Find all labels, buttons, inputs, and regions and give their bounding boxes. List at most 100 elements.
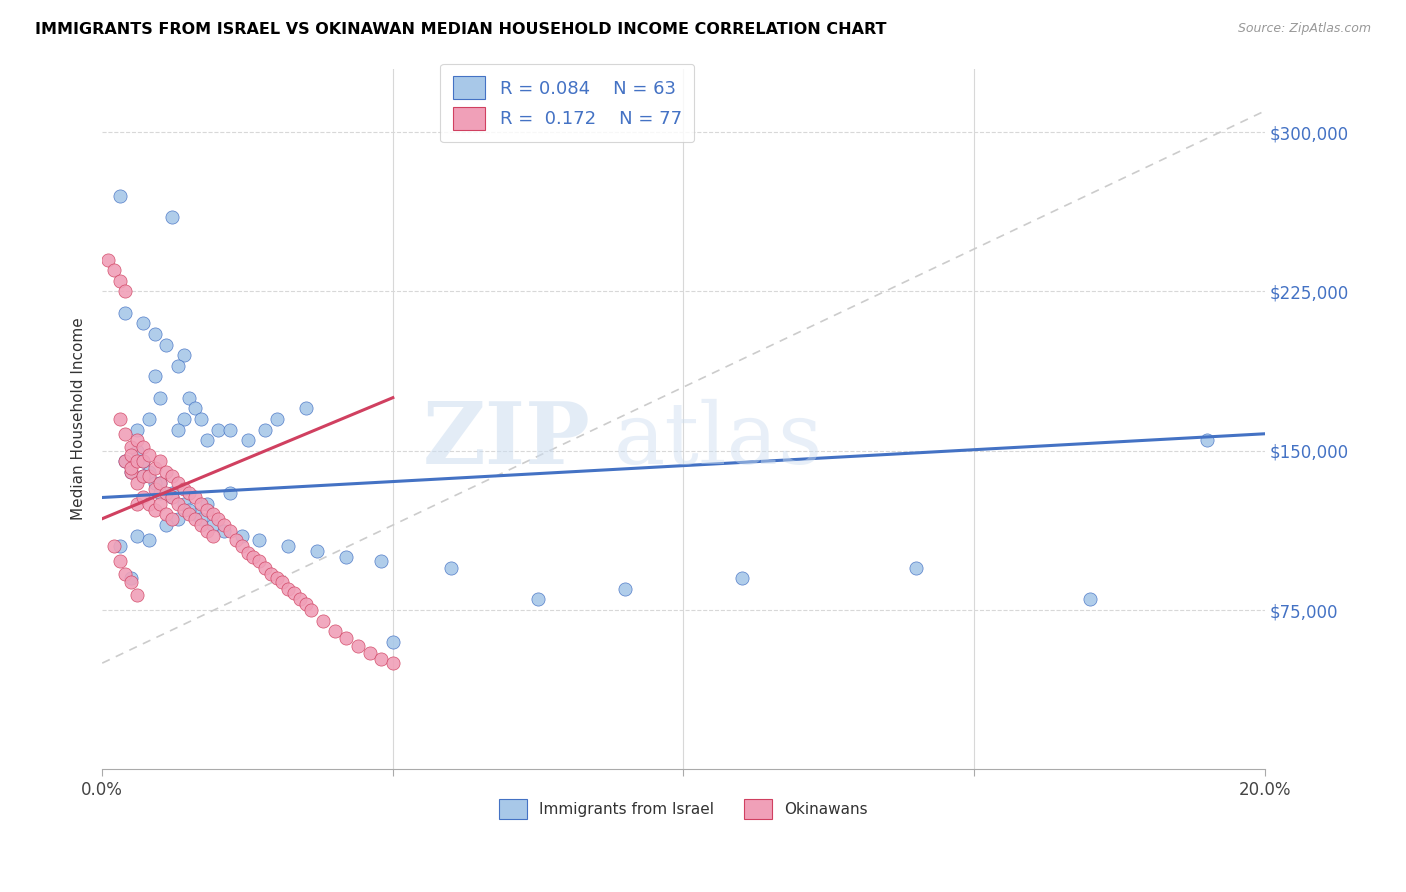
- Point: [143, 460, 166, 475]
- Point: [283, 586, 305, 600]
- Point: [149, 475, 172, 490]
- Point: [120, 571, 142, 585]
- Point: [201, 508, 224, 522]
- Point: [370, 554, 392, 568]
- Point: [120, 575, 142, 590]
- Point: [127, 433, 149, 447]
- Point: [201, 518, 224, 533]
- Point: [173, 412, 195, 426]
- Point: [184, 508, 207, 522]
- Point: [143, 482, 166, 496]
- Point: [155, 508, 177, 522]
- Text: Source: ZipAtlas.com: Source: ZipAtlas.com: [1237, 22, 1371, 36]
- Point: [266, 412, 288, 426]
- Point: [138, 465, 160, 479]
- Point: [359, 646, 381, 660]
- Point: [143, 475, 166, 490]
- Point: [166, 475, 188, 490]
- Point: [143, 503, 166, 517]
- Point: [173, 482, 195, 496]
- Point: [236, 433, 259, 447]
- Point: [155, 518, 177, 533]
- Point: [190, 497, 212, 511]
- Point: [132, 454, 155, 468]
- Point: [114, 454, 136, 468]
- Point: [160, 486, 183, 500]
- Point: [195, 524, 218, 539]
- Point: [225, 533, 247, 547]
- Point: [312, 614, 335, 628]
- Point: [207, 512, 229, 526]
- Point: [201, 529, 224, 543]
- Point: [195, 503, 218, 517]
- Point: [271, 575, 294, 590]
- Point: [247, 533, 270, 547]
- Point: [173, 497, 195, 511]
- Point: [195, 497, 218, 511]
- Point: [253, 560, 276, 574]
- Text: IMMIGRANTS FROM ISRAEL VS OKINAWAN MEDIAN HOUSEHOLD INCOME CORRELATION CHART: IMMIGRANTS FROM ISRAEL VS OKINAWAN MEDIA…: [35, 22, 887, 37]
- Point: [132, 469, 155, 483]
- Point: [149, 497, 172, 511]
- Point: [195, 433, 218, 447]
- Point: [160, 469, 183, 483]
- Point: [138, 448, 160, 462]
- Y-axis label: Median Household Income: Median Household Income: [72, 318, 86, 520]
- Point: [127, 443, 149, 458]
- Point: [242, 549, 264, 564]
- Point: [132, 317, 155, 331]
- Point: [149, 475, 172, 490]
- Point: [166, 423, 188, 437]
- Point: [155, 465, 177, 479]
- Point: [301, 603, 323, 617]
- Point: [138, 469, 160, 483]
- Point: [108, 274, 131, 288]
- Point: [179, 486, 201, 500]
- Point: [904, 560, 927, 574]
- Point: [247, 554, 270, 568]
- Point: [277, 582, 299, 596]
- Point: [97, 252, 120, 267]
- Point: [236, 546, 259, 560]
- Point: [132, 491, 155, 505]
- Legend: Immigrants from Israel, Okinawans: Immigrants from Israel, Okinawans: [494, 793, 875, 825]
- Point: [138, 412, 160, 426]
- Point: [166, 497, 188, 511]
- Point: [190, 512, 212, 526]
- Point: [294, 597, 316, 611]
- Point: [214, 518, 236, 533]
- Point: [307, 543, 329, 558]
- Point: [335, 631, 357, 645]
- Point: [127, 475, 149, 490]
- Point: [614, 582, 637, 596]
- Point: [132, 440, 155, 454]
- Point: [127, 529, 149, 543]
- Point: [219, 423, 242, 437]
- Point: [266, 571, 288, 585]
- Point: [114, 566, 136, 581]
- Point: [160, 491, 183, 505]
- Point: [155, 337, 177, 351]
- Point: [103, 263, 125, 277]
- Point: [231, 539, 253, 553]
- Point: [173, 503, 195, 517]
- Point: [127, 497, 149, 511]
- Point: [294, 401, 316, 416]
- Point: [143, 369, 166, 384]
- Point: [120, 460, 142, 475]
- Point: [120, 440, 142, 454]
- Point: [160, 512, 183, 526]
- Point: [120, 465, 142, 479]
- Point: [114, 454, 136, 468]
- Point: [127, 588, 149, 602]
- Point: [1078, 592, 1101, 607]
- Point: [143, 326, 166, 341]
- Point: [127, 423, 149, 437]
- Point: [260, 566, 283, 581]
- Point: [184, 401, 207, 416]
- Point: [120, 465, 142, 479]
- Point: [277, 539, 299, 553]
- Point: [179, 508, 201, 522]
- Point: [149, 486, 172, 500]
- Point: [160, 210, 183, 224]
